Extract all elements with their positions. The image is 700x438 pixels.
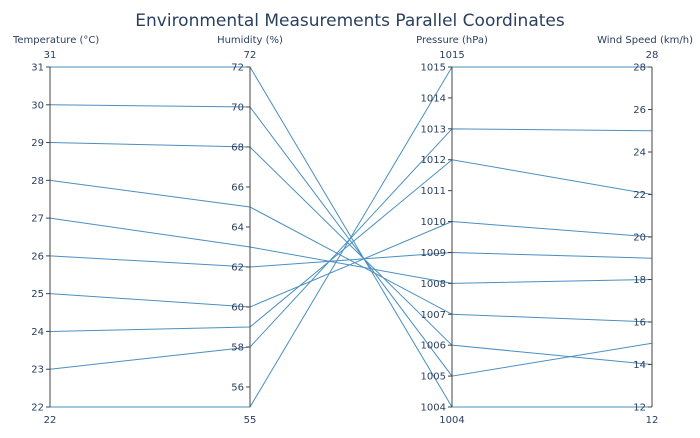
tick-label: 26 [633, 105, 646, 116]
tick-label: 1005 [421, 372, 446, 383]
tick-label: 29 [31, 138, 44, 149]
tick-label: 27 [31, 214, 44, 225]
tick-label: 31 [31, 63, 44, 74]
axis-range-min-label: 12 [646, 415, 659, 426]
tick-label: 1010 [421, 217, 446, 228]
tick-label: 22 [31, 403, 44, 414]
tick-label: 28 [633, 63, 646, 74]
axis-range-min-label: 1004 [439, 415, 464, 426]
tick-label: 12 [633, 403, 646, 414]
tick-label: 72 [231, 63, 244, 74]
tick-label: 1007 [421, 310, 446, 321]
data-line-3 [49, 142, 653, 365]
data-line-7 [49, 221, 653, 308]
tick-label: 66 [231, 183, 244, 194]
tick-label: 1014 [421, 93, 446, 104]
tick-label: 1011 [421, 186, 446, 197]
tick-label: 22 [633, 190, 646, 201]
data-line-10 [50, 66, 652, 408]
axis-title: Humidity (%) [217, 35, 283, 46]
axis-range-max-label: 72 [244, 50, 257, 61]
data-lines-layer [49, 66, 653, 408]
tick-label: 28 [31, 176, 44, 187]
tick-label: 1013 [421, 124, 446, 135]
axis-range-min-label: 55 [244, 415, 257, 426]
axis-title: Temperature (°C) [12, 35, 99, 46]
tick-label: 68 [231, 143, 244, 154]
tick-label: 16 [633, 318, 646, 329]
tick-label: 1008 [421, 279, 446, 290]
data-line-4 [49, 179, 653, 323]
tick-label: 25 [31, 289, 44, 300]
tick-label: 1015 [421, 63, 446, 74]
tick-label: 14 [633, 360, 646, 371]
axis-title: Wind Speed (km/h) [597, 35, 693, 46]
tick-label: 24 [633, 148, 646, 159]
tick-label: 18 [633, 275, 646, 286]
tick-label: 56 [231, 383, 244, 394]
tick-label: 1009 [421, 248, 446, 259]
data-line-9 [49, 128, 653, 370]
tick-label: 26 [31, 251, 44, 262]
tick-label: 64 [231, 223, 244, 234]
axis-range-max-label: 1015 [439, 50, 464, 61]
axis-range-max-label: 31 [44, 50, 57, 61]
tick-label: 70 [231, 103, 244, 114]
axis-range-max-label: 28 [646, 50, 659, 61]
axis-title: Pressure (hPa) [416, 35, 488, 46]
data-line-8 [49, 159, 653, 332]
tick-label: 60 [231, 303, 244, 314]
tick-label: 20 [633, 233, 646, 244]
data-line-5 [49, 217, 653, 284]
axes-layer: Temperature (°C)312222232425262728293031… [12, 35, 693, 426]
tick-label: 30 [31, 100, 44, 111]
tick-label: 23 [31, 365, 44, 376]
tick-label: 1004 [421, 403, 446, 414]
tick-label: 62 [231, 263, 244, 274]
tick-label: 1012 [421, 155, 446, 166]
axis-humidity[interactable]: Humidity (%) 72 55 56 58 60 62 64 66 68 70 72 [217, 35, 283, 426]
data-line-2 [49, 104, 653, 377]
tick-label: 1006 [421, 341, 446, 352]
chart-title: Environmental Measurements Parallel Coor… [135, 11, 565, 31]
data-line-6 [49, 251, 653, 268]
tick-label: 58 [231, 343, 244, 354]
axis-range-min-label: 22 [44, 415, 57, 426]
tick-label: 24 [31, 327, 44, 338]
